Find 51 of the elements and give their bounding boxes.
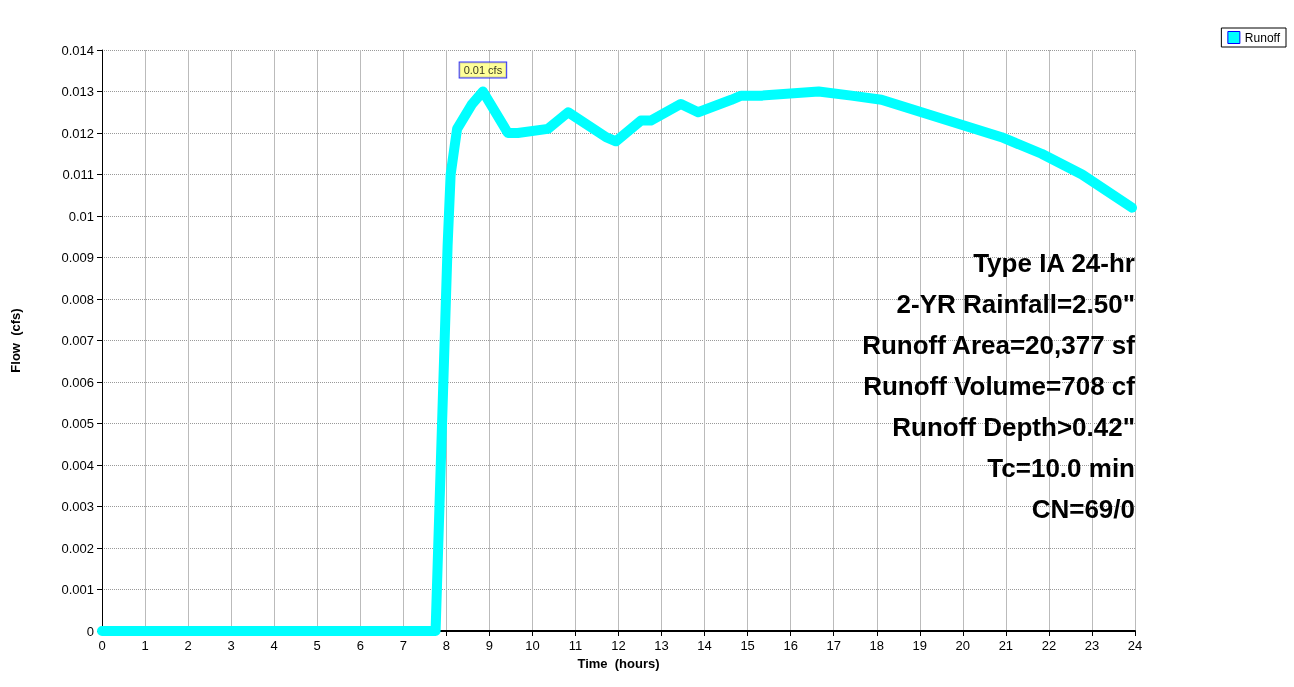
- y-tick-label: 0.001: [61, 582, 94, 597]
- annotation: Runoff Volume=708 cf: [863, 371, 1136, 401]
- x-tick-label: 24: [1127, 638, 1143, 653]
- y-tick-label: 0.005: [61, 416, 94, 431]
- y-tick-label: 0.004: [61, 457, 94, 473]
- y-tick-label: 0.012: [61, 125, 94, 141]
- x-axis-title: Time (hours): [577, 656, 660, 671]
- x-tick-label: 14: [697, 638, 712, 653]
- y-tick-label: 0.014: [61, 42, 94, 58]
- x-tick-label: 11: [568, 638, 583, 653]
- x-tick-label: 12: [611, 638, 626, 653]
- x-tick-label: 13: [654, 638, 669, 653]
- x-tick-label: 20: [955, 638, 971, 653]
- y-tick-label: 0.01: [68, 208, 94, 224]
- x-tick-label: 17: [826, 638, 841, 653]
- annotation: CN=69/0: [1031, 494, 1135, 524]
- x-tick-label: 9: [485, 638, 493, 653]
- x-tick-label: 4: [270, 638, 278, 653]
- x-tick-label: 21: [998, 638, 1014, 653]
- y-tick-label: 0.008: [61, 291, 94, 307]
- x-tick-label: 1: [141, 638, 149, 653]
- y-tick-label: 0.006: [61, 374, 94, 390]
- annotation: Runoff Depth>0.42": [892, 412, 1135, 442]
- x-tick-label: 7: [399, 638, 407, 653]
- x-tick-label: 2: [184, 638, 192, 653]
- y-tick-label: 0.009: [61, 250, 94, 265]
- y-tick-label: 0.013: [61, 84, 94, 99]
- x-tick-label: 16: [783, 638, 798, 653]
- y-tick-label: 0.007: [61, 333, 94, 348]
- x-tick-label: 23: [1084, 638, 1100, 653]
- x-tick-label: 3: [227, 638, 235, 653]
- y-tick-label: 0.002: [61, 540, 94, 556]
- legend-label: Runoff: [1244, 30, 1281, 45]
- annotation: Type IA 24-hr: [973, 248, 1135, 278]
- y-tick-label: 0.011: [62, 167, 94, 182]
- x-tick-label: 22: [1041, 638, 1057, 653]
- x-tick-label: 15: [740, 638, 755, 653]
- y-axis-title: Flow (cfs): [8, 308, 23, 373]
- x-tick-label: 10: [525, 638, 540, 653]
- annotation: Tc=10.0 min: [987, 453, 1135, 483]
- x-tick-label: 6: [356, 638, 364, 653]
- x-tick-label: 18: [869, 638, 884, 653]
- y-tick-label: 0: [86, 623, 94, 639]
- annotation: 2-YR Rainfall=2.50": [896, 289, 1135, 319]
- x-tick-label: 5: [313, 638, 321, 653]
- annotation: Runoff Area=20,377 sf: [862, 330, 1136, 360]
- x-tick-label: 8: [442, 638, 450, 653]
- x-tick-label: 19: [912, 638, 928, 653]
- annotation: 0.01 cfs: [463, 64, 503, 76]
- x-tick-label: 0: [98, 638, 106, 653]
- y-tick-label: 0.003: [61, 499, 94, 514]
